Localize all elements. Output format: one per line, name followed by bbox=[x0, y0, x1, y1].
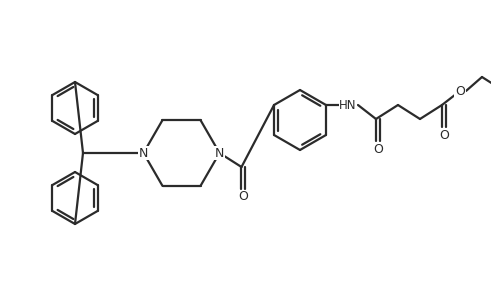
Text: O: O bbox=[439, 128, 449, 141]
Text: N: N bbox=[215, 147, 224, 160]
Text: O: O bbox=[239, 191, 248, 204]
Text: HN: HN bbox=[339, 99, 357, 112]
Text: O: O bbox=[455, 85, 465, 97]
Text: N: N bbox=[139, 147, 148, 160]
Text: O: O bbox=[373, 143, 383, 156]
